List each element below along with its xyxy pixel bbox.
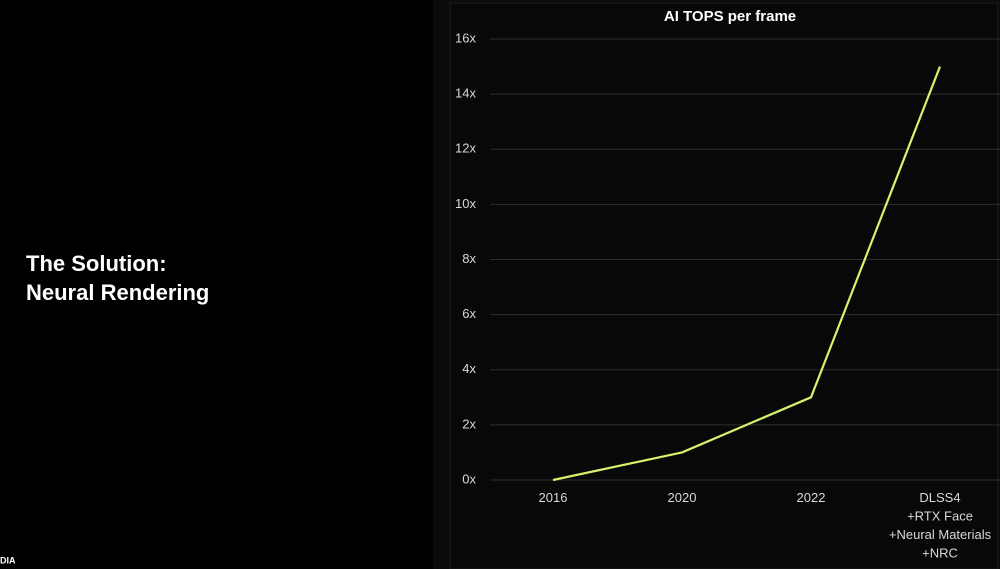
data-line [552,66,942,482]
footer-logo-fragment: DIA [0,555,16,565]
heading-line: The Solution: [26,251,167,276]
chart-panel [449,2,999,569]
y-tick-label: 8x [462,251,476,266]
chart-title: AI TOPS per frame [664,8,796,25]
y-tick-label: 14x [455,86,476,101]
y-tick-label: 16x [455,30,476,45]
y-tick-label: 4x [462,361,476,376]
y-tick-label: 0x [462,471,476,486]
y-tick-label: 2x [462,416,476,431]
y-tick-label: 12x [455,141,476,156]
x-tick-label: DLSS4 +RTX Face +Neural Materials +NRC [889,490,992,561]
x-tick-label: 2016 [539,490,568,505]
x-tick-label: 2020 [668,490,697,505]
y-tick-label: 10x [455,196,476,211]
x-tick-label: 2022 [797,490,826,505]
y-tick-label: 6x [462,306,476,321]
heading-line: Neural Rendering [26,280,209,305]
